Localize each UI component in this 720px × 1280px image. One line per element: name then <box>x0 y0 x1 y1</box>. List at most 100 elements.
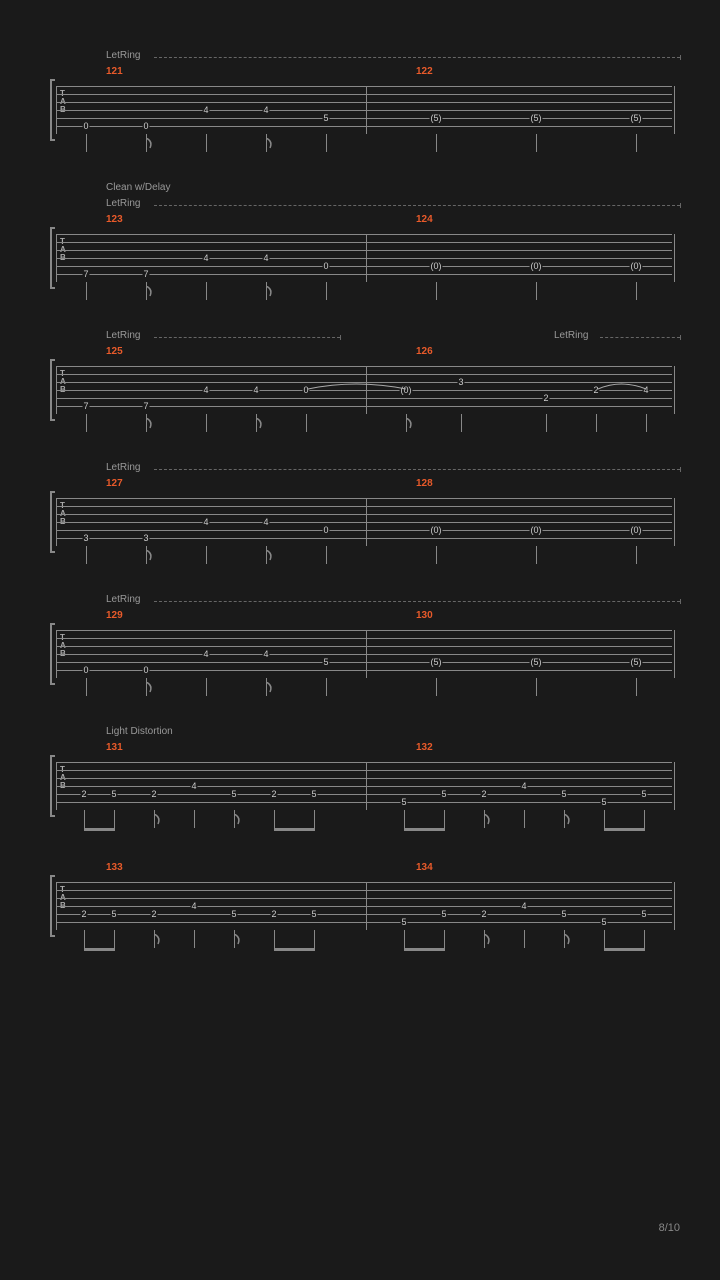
note-beam <box>274 828 315 831</box>
fret-number: (5) <box>430 658 443 667</box>
fret-number: (0) <box>430 526 443 535</box>
tab-annotation: LetRing <box>106 50 140 61</box>
fret-number: 4 <box>262 254 269 263</box>
fret-number: 3 <box>457 378 464 387</box>
barline <box>366 366 367 414</box>
barline <box>674 882 675 930</box>
barline <box>366 762 367 810</box>
note-beam <box>274 948 315 951</box>
fret-number: 5 <box>110 910 117 919</box>
note-stem <box>326 546 327 564</box>
letring-dashed-line <box>154 469 680 470</box>
fret-number: 0 <box>322 262 329 271</box>
note-stem <box>636 134 637 152</box>
note-flag <box>146 138 152 148</box>
note-stem <box>546 414 547 432</box>
note-stem <box>444 810 445 828</box>
fret-number: (0) <box>630 262 643 271</box>
system-bracket <box>50 755 55 817</box>
fret-number: 4 <box>190 902 197 911</box>
note-stem <box>326 134 327 152</box>
note-stem <box>86 414 87 432</box>
note-stem <box>86 546 87 564</box>
barline <box>674 498 675 546</box>
bar-number: 130 <box>416 610 433 621</box>
fret-number: 0 <box>142 122 149 131</box>
note-flag <box>154 934 160 944</box>
fret-number: 5 <box>600 798 607 807</box>
fret-number: 5 <box>600 918 607 927</box>
bar-number: 132 <box>416 742 433 753</box>
fret-number: (0) <box>400 386 413 395</box>
fret-number: (5) <box>630 658 643 667</box>
note-stem <box>636 546 637 564</box>
note-stem <box>461 414 462 432</box>
letring-dashed-line <box>154 337 340 338</box>
fret-number: 2 <box>80 910 87 919</box>
bar-number: 123 <box>106 214 123 225</box>
note-stem <box>536 678 537 696</box>
note-stem <box>524 810 525 828</box>
tab-system: Clean w/DelayLetRing123124TAB77440(0)(0)… <box>54 182 680 286</box>
system-bracket <box>50 227 55 289</box>
note-flag <box>266 682 272 692</box>
fret-number: 5 <box>560 790 567 799</box>
fret-number: 5 <box>560 910 567 919</box>
note-flag <box>234 934 240 944</box>
fret-number: 4 <box>190 782 197 791</box>
fret-number: (0) <box>630 526 643 535</box>
barline <box>56 234 57 282</box>
barline <box>674 234 675 282</box>
note-stem <box>86 678 87 696</box>
barline <box>56 882 57 930</box>
note-flag <box>564 934 570 944</box>
tab-page: LetRing121122TAB00445(5)(5)(5)Clean w/De… <box>0 0 720 934</box>
bar-number: 134 <box>416 862 433 873</box>
note-stem <box>646 414 647 432</box>
note-stem <box>114 930 115 948</box>
note-stem <box>84 810 85 828</box>
note-flag <box>154 814 160 824</box>
letring-dashed-line <box>154 57 680 58</box>
note-stem <box>604 810 605 828</box>
note-stem <box>84 930 85 948</box>
tab-staff: TAB77440(0)3224 <box>54 362 672 418</box>
fret-number: (0) <box>530 262 543 271</box>
note-stem <box>436 678 437 696</box>
system-bracket <box>50 623 55 685</box>
note-stem <box>536 134 537 152</box>
letring-end-tick <box>680 467 681 472</box>
fret-number: (5) <box>530 114 543 123</box>
tab-staff: TAB25245255524555 <box>54 758 672 814</box>
note-stem <box>536 546 537 564</box>
fret-number: 5 <box>640 910 647 919</box>
note-stem <box>436 134 437 152</box>
note-stem <box>436 282 437 300</box>
fret-number: 2 <box>150 790 157 799</box>
fret-number: 5 <box>310 910 317 919</box>
note-stem <box>86 134 87 152</box>
fret-number: 5 <box>400 918 407 927</box>
note-flag <box>484 814 490 824</box>
fret-number: 4 <box>262 106 269 115</box>
tab-staff: TAB25245255524555 <box>54 878 672 934</box>
tab-annotation: Light Distortion <box>106 726 173 737</box>
barline <box>56 498 57 546</box>
barline <box>56 86 57 134</box>
system-bracket <box>50 359 55 421</box>
bar-number: 133 <box>106 862 123 873</box>
fret-number: 4 <box>642 386 649 395</box>
system-bracket <box>50 875 55 937</box>
note-flag <box>256 418 262 428</box>
note-stem <box>314 810 315 828</box>
bar-number: 121 <box>106 66 123 77</box>
note-stem <box>636 678 637 696</box>
note-stem <box>194 810 195 828</box>
tab-system: LetRingLetRing125126TAB77440(0)3224 <box>54 330 680 418</box>
note-beam <box>404 948 445 951</box>
fret-number: 5 <box>310 790 317 799</box>
fret-number: 0 <box>142 666 149 675</box>
fret-number: 7 <box>142 402 149 411</box>
note-beam <box>604 828 645 831</box>
note-beam <box>84 828 115 831</box>
